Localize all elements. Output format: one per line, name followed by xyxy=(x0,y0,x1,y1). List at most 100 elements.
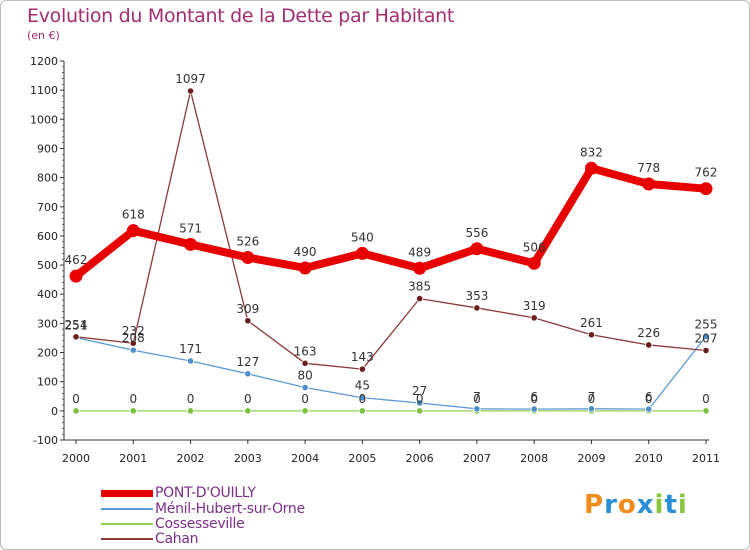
x-tick-label: 2010 xyxy=(635,452,663,465)
data-point xyxy=(473,304,481,312)
data-label: 0 xyxy=(129,392,137,406)
data-point xyxy=(72,333,80,341)
data-label: 251 xyxy=(65,319,88,333)
y-tick-label: 800 xyxy=(37,172,58,185)
y-tick-label: 1100 xyxy=(30,84,58,97)
data-point xyxy=(298,261,312,275)
x-tick-label: 2002 xyxy=(177,452,205,465)
logo-letter: P xyxy=(584,490,605,520)
data-label: 0 xyxy=(588,392,596,406)
data-label: 0 xyxy=(301,392,309,406)
data-label: 232 xyxy=(122,324,145,338)
data-label: 490 xyxy=(294,245,317,259)
data-point xyxy=(587,331,596,339)
data-label: 0 xyxy=(530,392,538,406)
data-point xyxy=(129,339,137,347)
data-label: 7 xyxy=(588,390,596,404)
data-label: 80 xyxy=(297,369,312,383)
data-point xyxy=(699,182,713,196)
proxiti-logo: Proxiti xyxy=(584,490,688,520)
data-point xyxy=(244,317,252,325)
series-line xyxy=(72,164,710,281)
data-label: 6 xyxy=(645,390,653,404)
data-label: 0 xyxy=(416,392,424,406)
data-point xyxy=(642,177,656,191)
data-label: 143 xyxy=(351,350,374,364)
data-point xyxy=(241,250,255,264)
data-point xyxy=(470,242,484,256)
data-point xyxy=(416,399,424,407)
logo-letter: r xyxy=(604,490,618,520)
data-point xyxy=(129,346,137,354)
data-point xyxy=(473,405,481,413)
data-point xyxy=(416,295,424,303)
data-label: 832 xyxy=(580,145,603,159)
legend-label: Cossesseville xyxy=(155,516,245,532)
y-tick-label: -100 xyxy=(33,434,58,447)
data-label: 0 xyxy=(72,392,80,406)
y-tick-label: 1000 xyxy=(30,113,58,126)
data-label: 0 xyxy=(473,392,481,406)
data-point xyxy=(587,405,596,413)
data-point xyxy=(584,161,598,175)
x-tick-label: 2011 xyxy=(692,452,720,465)
data-point xyxy=(645,405,653,413)
legend-swatch xyxy=(101,489,153,497)
data-point xyxy=(69,269,83,283)
y-tick-label: 500 xyxy=(37,259,58,272)
legend-item: Ménil-Hubert-sur-Orne xyxy=(101,501,305,517)
y-tick-label: 400 xyxy=(37,288,58,301)
data-label: 571 xyxy=(179,221,202,235)
data-label: 462 xyxy=(65,253,88,267)
logo-letter: o xyxy=(617,490,637,520)
y-tick-label: 100 xyxy=(37,376,58,389)
legend-item: Cahan xyxy=(101,531,198,547)
y-tick-label: 0 xyxy=(51,405,58,418)
y-tick-label: 700 xyxy=(37,201,58,214)
data-label: 762 xyxy=(695,166,718,180)
logo-letter: t xyxy=(664,490,678,520)
data-point xyxy=(530,405,538,413)
data-label: 163 xyxy=(294,344,317,358)
data-point xyxy=(129,407,137,415)
data-label: 226 xyxy=(637,326,660,340)
data-point xyxy=(413,261,427,275)
x-tick-label: 2007 xyxy=(463,452,491,465)
y-tick-label: 200 xyxy=(37,347,58,360)
legend-item: PONT-D'OUILLY xyxy=(101,485,256,501)
data-point xyxy=(244,407,252,415)
page-subtitle: (en €) xyxy=(27,29,60,42)
data-point xyxy=(358,394,366,402)
data-point xyxy=(244,370,252,378)
legend-label: Cahan xyxy=(155,531,199,547)
data-label: 207 xyxy=(695,331,718,345)
legend-item: Cossesseville xyxy=(101,516,245,532)
data-label: 0 xyxy=(187,392,195,406)
data-point xyxy=(530,314,538,322)
data-point xyxy=(301,383,309,392)
x-tick-label: 2006 xyxy=(406,452,434,465)
data-label: 0 xyxy=(359,392,367,406)
logo-letter: i xyxy=(654,490,665,520)
y-tick-label: 300 xyxy=(37,317,58,330)
data-label: 261 xyxy=(580,316,603,330)
data-label: 309 xyxy=(236,302,259,316)
x-tick-label: 2008 xyxy=(520,452,548,465)
y-tick-label: 600 xyxy=(37,230,58,243)
data-point xyxy=(416,407,424,415)
data-label: 171 xyxy=(179,342,202,356)
data-point xyxy=(527,256,541,270)
data-label: 127 xyxy=(236,355,259,369)
data-point xyxy=(184,237,198,251)
data-label: 7 xyxy=(473,390,481,404)
data-point xyxy=(186,87,195,95)
series-line xyxy=(75,335,707,410)
legend-swatch xyxy=(101,508,153,510)
page-title: Evolution du Montant de la Dette par Hab… xyxy=(27,5,455,27)
data-point xyxy=(301,359,309,367)
x-tick-label: 2005 xyxy=(348,452,376,465)
data-point xyxy=(186,407,195,415)
data-label: 0 xyxy=(645,392,653,406)
